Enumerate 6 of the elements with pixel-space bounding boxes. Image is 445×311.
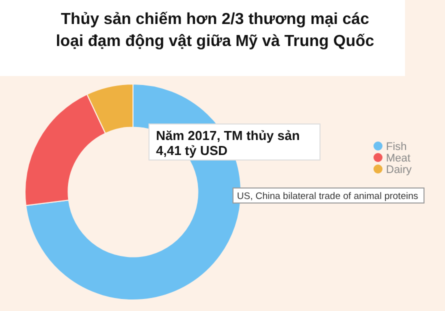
text: US, China bilateral trade of animal proteins	[237, 191, 418, 202]
legend-label: Dairy	[386, 164, 412, 176]
text: Năm 2017, TM thủy sản 4,41 tỷ USD	[156, 128, 300, 158]
legend-label: Meat	[386, 152, 410, 164]
chart-title: Thủy sản chiếm hơn 2/3 thương mại các loại đạm động vật giữa Mỹ và Trung Quốc	[56, 11, 374, 50]
legend-label: Fish	[386, 141, 407, 153]
